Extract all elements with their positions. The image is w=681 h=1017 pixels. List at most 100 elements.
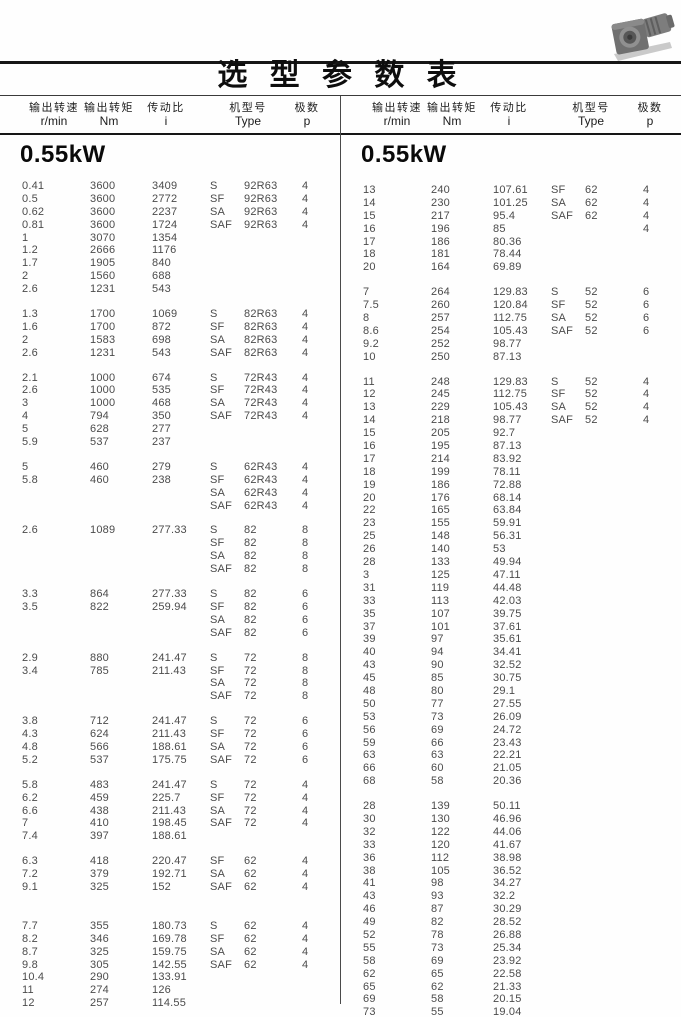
cell-output-torque: 93	[431, 890, 444, 903]
cell-output-speed: 43	[363, 659, 376, 672]
cell-poles	[643, 440, 663, 453]
cell-output-speed	[22, 550, 90, 563]
cell-ratio: 688	[152, 270, 171, 283]
cell-type: SA 52	[551, 401, 643, 414]
type-model: 52	[585, 414, 598, 427]
cell-output-torque: 107	[431, 607, 450, 620]
cell-poles	[643, 955, 663, 968]
type-model: 62R43	[244, 486, 278, 499]
type-model: 62	[244, 919, 257, 932]
cell-type: SAF 62	[210, 881, 302, 894]
cell-output-torque: 165	[431, 504, 450, 517]
column-unit: i	[507, 114, 511, 128]
table-row: 2.6 1231 543 SAF 82R63 4	[0, 347, 340, 360]
column-unit: Type	[577, 114, 604, 128]
cell-poles	[643, 453, 663, 466]
type-prefix: SAF	[551, 324, 573, 337]
section-heading-right: 0.55kW	[361, 141, 447, 168]
cell-ratio: 237	[152, 436, 171, 449]
table-row: 36 112 38.98	[341, 852, 681, 865]
cell-type	[551, 440, 643, 453]
cell-ratio: 39.75	[493, 607, 522, 620]
cell-output-speed: 62	[363, 967, 376, 980]
cell-output-speed: 14	[363, 196, 376, 209]
row-group: 5.8 483 241.47 S 72 4 6.2 459 225.7 SF 72 4 6.6 438 21…	[0, 779, 340, 843]
cell-output-torque: 181	[431, 248, 450, 261]
cell-output-speed: 2.1	[22, 371, 38, 384]
cell-ratio: 543	[152, 283, 171, 296]
cell-poles: 6	[643, 286, 650, 299]
cell-ratio: 63.84	[493, 504, 522, 517]
cell-ratio: 198.45	[152, 817, 187, 830]
cell-output-speed: 12	[363, 388, 376, 401]
cell-ratio: 674	[152, 371, 171, 384]
cell-output-torque: 274	[90, 984, 109, 997]
cell-output-speed	[22, 614, 90, 627]
type-model: 92R63	[244, 192, 278, 205]
cell-ratio: 21.05	[493, 762, 522, 775]
cell-type: SA 72	[210, 677, 302, 690]
cell-output-speed: 46	[363, 903, 376, 916]
cell-output-speed: 16	[363, 440, 376, 453]
cell-output-speed: 36	[363, 851, 376, 864]
table-row: 15 205 92.7	[341, 427, 681, 440]
cell-poles	[643, 852, 663, 865]
cell-output-torque: 257	[90, 997, 109, 1010]
cell-poles	[643, 724, 663, 737]
cell-output-speed: 52	[363, 928, 376, 941]
table-row: 7.4 397 188.61	[0, 830, 340, 843]
row-group: 28 139 50.11 30 130 46.96 32 122 44.06 33 120 41.67…	[341, 800, 681, 1017]
cell-poles: 6	[643, 324, 650, 337]
cell-poles: 4	[302, 804, 309, 817]
table-row: 8.6 254 105.43 SAF 52 6	[341, 325, 681, 338]
cell-output-speed: 3	[22, 397, 29, 410]
cell-ratio: 1069	[152, 308, 178, 321]
column-label: 极数	[294, 102, 320, 114]
cell-type: SA 82R63	[210, 334, 302, 347]
cell-poles	[643, 942, 663, 955]
cell-ratio: 95.4	[493, 209, 516, 222]
cell-type	[551, 865, 643, 878]
column-label: 机型号	[572, 102, 610, 114]
cell-type: S 72	[210, 779, 302, 792]
cell-output-speed: 18	[363, 465, 376, 478]
cell-type: SA 72R43	[210, 397, 302, 410]
cell-ratio: 2237	[152, 205, 178, 218]
cell-ratio: 41.67	[493, 838, 522, 851]
cell-output-torque: 628	[90, 423, 109, 436]
cell-ratio: 159.75	[152, 945, 187, 958]
table-row: 53 73 26.09	[341, 711, 681, 724]
cell-poles	[643, 261, 663, 274]
cell-output-torque: 1231	[90, 346, 116, 359]
table-row: 30 130 46.96	[341, 813, 681, 826]
table-row: 45 85 30.75	[341, 672, 681, 685]
table-row: 50 77 27.55	[341, 698, 681, 711]
table-row: 2.6 1231 543	[0, 283, 340, 296]
cell-ratio	[152, 487, 210, 500]
type-model: 62R43	[244, 499, 278, 512]
cell-output-torque: 864	[90, 588, 109, 601]
cell-poles	[302, 232, 322, 245]
cell-ratio: 101.25	[493, 196, 528, 209]
table-row: 3.3 864 277.33 S 82 6	[0, 588, 340, 601]
column-unit: p	[303, 114, 311, 128]
cell-type: SAF 62	[210, 959, 302, 972]
cell-ratio: 192.71	[152, 868, 187, 881]
top-rule	[0, 61, 681, 64]
cell-output-torque: 199	[431, 465, 450, 478]
cell-type: SF 92R63	[210, 193, 302, 206]
table-row: 14 218 98.77 SAF 52 4	[341, 414, 681, 427]
cell-ratio	[152, 614, 210, 627]
cell-type	[551, 223, 643, 236]
table-row: 16 196 85 4	[341, 223, 681, 236]
cell-output-speed: 1.3	[22, 308, 38, 321]
cell-type	[210, 830, 302, 843]
cell-type	[551, 351, 643, 364]
cell-output-speed: 68	[363, 775, 376, 788]
type-prefix: SAF	[551, 414, 573, 427]
cell-output-speed: 22	[363, 504, 376, 517]
table-row: 32 122 44.06	[341, 826, 681, 839]
cell-output-speed: 56	[363, 723, 376, 736]
table-row: 0.62 3600 2237 SA 92R63 4	[0, 206, 340, 219]
cell-output-speed: 28	[363, 800, 376, 813]
